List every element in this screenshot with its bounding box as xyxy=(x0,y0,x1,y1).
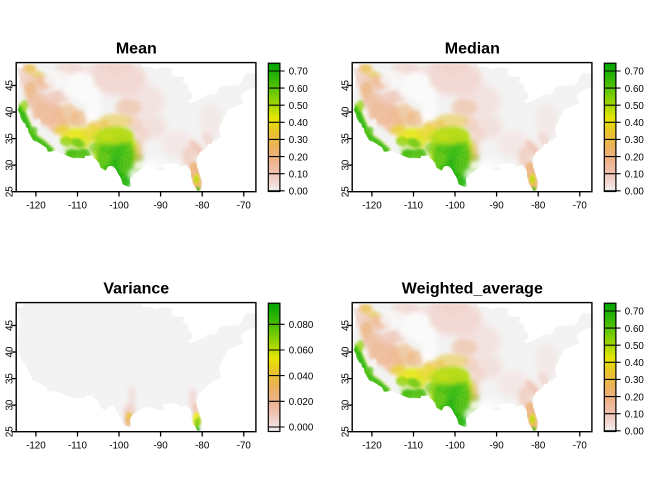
svg-text:40: 40 xyxy=(4,106,15,117)
svg-text:0.20: 0.20 xyxy=(289,152,309,163)
svg-text:Weighted_average: Weighted_average xyxy=(402,281,543,298)
svg-text:-110: -110 xyxy=(68,200,87,211)
svg-text:0.50: 0.50 xyxy=(625,101,645,112)
svg-text:0.00: 0.00 xyxy=(625,427,645,438)
svg-text:45: 45 xyxy=(340,320,351,331)
svg-text:0.40: 0.40 xyxy=(625,118,645,129)
svg-text:25: 25 xyxy=(4,186,15,197)
svg-text:0.10: 0.10 xyxy=(289,169,309,180)
svg-text:45: 45 xyxy=(4,80,15,91)
svg-text:0.20: 0.20 xyxy=(625,392,645,403)
svg-text:-120: -120 xyxy=(362,200,382,211)
svg-text:30: 30 xyxy=(340,399,351,410)
svg-text:0.20: 0.20 xyxy=(625,152,645,163)
svg-text:0.000: 0.000 xyxy=(289,423,314,434)
svg-text:-120: -120 xyxy=(26,440,46,451)
svg-text:-80: -80 xyxy=(195,440,210,451)
svg-text:-90: -90 xyxy=(490,200,505,211)
svg-text:0.10: 0.10 xyxy=(625,409,645,420)
svg-text:-120: -120 xyxy=(362,440,382,451)
svg-text:0.40: 0.40 xyxy=(289,118,309,129)
svg-text:25: 25 xyxy=(340,426,351,437)
svg-text:-90: -90 xyxy=(154,440,169,451)
svg-text:0.060: 0.060 xyxy=(289,346,314,357)
svg-text:0.60: 0.60 xyxy=(625,84,645,95)
svg-text:-70: -70 xyxy=(573,440,588,451)
svg-text:-120: -120 xyxy=(26,200,46,211)
svg-text:Variance: Variance xyxy=(103,281,169,298)
svg-text:-90: -90 xyxy=(154,200,169,211)
svg-text:30: 30 xyxy=(4,159,15,170)
svg-text:0.020: 0.020 xyxy=(289,397,314,408)
svg-text:0.60: 0.60 xyxy=(289,84,309,95)
svg-text:-100: -100 xyxy=(109,200,129,211)
svg-text:40: 40 xyxy=(4,346,15,357)
svg-text:-110: -110 xyxy=(68,440,87,451)
svg-text:0.30: 0.30 xyxy=(625,135,645,146)
svg-text:40: 40 xyxy=(340,106,351,117)
svg-text:Mean: Mean xyxy=(116,41,157,58)
svg-text:0.30: 0.30 xyxy=(289,135,309,146)
svg-text:-110: -110 xyxy=(404,200,423,211)
svg-text:30: 30 xyxy=(340,159,351,170)
svg-text:-80: -80 xyxy=(531,440,546,451)
svg-text:0.70: 0.70 xyxy=(625,307,645,318)
svg-text:0.30: 0.30 xyxy=(625,375,645,386)
svg-text:45: 45 xyxy=(4,320,15,331)
svg-text:0.080: 0.080 xyxy=(289,320,314,331)
svg-text:35: 35 xyxy=(340,373,351,384)
svg-text:0.60: 0.60 xyxy=(625,324,645,335)
svg-text:35: 35 xyxy=(4,373,15,384)
svg-text:-110: -110 xyxy=(404,440,423,451)
svg-text:Median: Median xyxy=(445,41,500,58)
svg-text:-100: -100 xyxy=(445,200,465,211)
svg-text:-70: -70 xyxy=(237,440,252,451)
svg-text:0.50: 0.50 xyxy=(289,101,309,112)
svg-text:40: 40 xyxy=(340,346,351,357)
svg-text:0.70: 0.70 xyxy=(289,67,309,78)
svg-text:-70: -70 xyxy=(237,200,252,211)
svg-text:-90: -90 xyxy=(490,440,505,451)
svg-text:45: 45 xyxy=(340,80,351,91)
svg-text:0.00: 0.00 xyxy=(289,187,309,198)
svg-text:-70: -70 xyxy=(573,200,588,211)
svg-text:0.10: 0.10 xyxy=(625,169,645,180)
svg-text:0.040: 0.040 xyxy=(289,371,314,382)
svg-text:30: 30 xyxy=(4,399,15,410)
svg-text:25: 25 xyxy=(4,426,15,437)
svg-text:0.70: 0.70 xyxy=(625,67,645,78)
svg-text:35: 35 xyxy=(4,133,15,144)
svg-text:35: 35 xyxy=(340,133,351,144)
svg-text:-100: -100 xyxy=(109,440,129,451)
svg-text:0.00: 0.00 xyxy=(625,187,645,198)
svg-text:-100: -100 xyxy=(445,440,465,451)
svg-text:25: 25 xyxy=(340,186,351,197)
svg-text:-80: -80 xyxy=(195,200,210,211)
svg-text:0.50: 0.50 xyxy=(625,341,645,352)
svg-text:-80: -80 xyxy=(531,200,546,211)
svg-text:0.40: 0.40 xyxy=(625,358,645,369)
